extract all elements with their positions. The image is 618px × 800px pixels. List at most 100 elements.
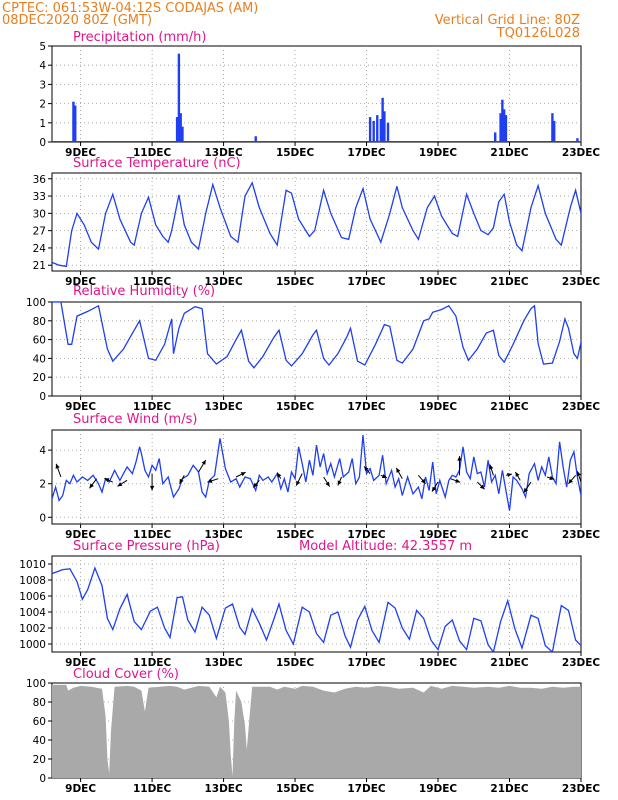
wind-arrow-head xyxy=(55,463,60,469)
pressure-ytick-label: 1008 xyxy=(19,575,46,587)
pressure-xtick-label: 21DEC xyxy=(490,657,529,669)
wind-frame xyxy=(51,429,582,525)
precip-ytick-label: 1 xyxy=(39,118,46,130)
precip-ytick-label: 2 xyxy=(39,99,46,111)
wind-arrow-head xyxy=(201,460,206,465)
cloud-xtick-label: 19DEC xyxy=(419,783,458,795)
precip-bar xyxy=(368,117,372,142)
temp-xtick-label: 15DEC xyxy=(276,276,315,288)
wind-xtick-label: 13DEC xyxy=(204,529,243,541)
pressure-xtick-label: 11DEC xyxy=(133,657,172,669)
temp-ytick-label: 30 xyxy=(33,208,46,220)
wind-xtick-label: 15DEC xyxy=(276,529,315,541)
precip-bar xyxy=(499,113,502,142)
precip-xtick-label: 15DEC xyxy=(276,147,315,159)
temp-panel: 9DEC 11DEC 13DEC 15DEC 17DEC 19DEC 21DEC 23DEC 2… xyxy=(33,156,601,288)
wind-arrow-head xyxy=(489,464,494,470)
wind-arrow-head xyxy=(479,484,485,490)
wind-arrow-head xyxy=(149,485,155,491)
precip-bar xyxy=(376,115,379,142)
cloud-title: Cloud Cover (%) xyxy=(73,667,179,682)
cloud-ytick-label: 60 xyxy=(33,716,46,728)
precip-xtick-label: 19DEC xyxy=(419,147,458,159)
rh-panel: 9DEC 11DEC 13DEC 15DEC 17DEC 19DEC 21DEC 23DEC 0… xyxy=(26,284,600,413)
wind-arrow xyxy=(576,471,582,483)
temp-xtick-label: 13DEC xyxy=(204,276,243,288)
temp-xtick-label: 21DEC xyxy=(490,276,529,288)
wind-arrow-head xyxy=(396,467,401,473)
wind-arrow-head xyxy=(515,472,520,477)
cloud-ytick-label: 0 xyxy=(39,773,46,785)
wind-arrow xyxy=(179,475,185,484)
cloud-xtick-label: 17DEC xyxy=(347,783,386,795)
wind-arrow-head xyxy=(337,480,342,486)
wind-xtick-label: 19DEC xyxy=(419,529,458,541)
pressure-xtick-label: 19DEC xyxy=(419,657,458,669)
precip-xtick-label: 23DEC xyxy=(562,147,601,159)
wind-arrow xyxy=(457,456,462,476)
wind-arrow-head xyxy=(457,456,462,461)
pressure-ytick-label: 1010 xyxy=(19,559,46,571)
wind-arrow xyxy=(252,480,260,488)
precip-bar xyxy=(181,126,184,142)
rh-xtick-label: 9DEC xyxy=(65,401,96,413)
wind-arrow-head xyxy=(117,482,123,487)
wind-xtick-label: 23DEC xyxy=(562,529,601,541)
cloud-xtick-label: 21DEC xyxy=(490,783,529,795)
wind-arrow-head xyxy=(277,472,282,478)
precip-bar xyxy=(386,122,390,142)
wind-ytick-label: 2 xyxy=(39,479,46,491)
header-grid-line: Vertical Grid Line: 80Z xyxy=(435,13,580,28)
temp-title: Surface Temperature (nC) xyxy=(73,156,241,171)
precip-bar xyxy=(179,113,182,142)
wind-arrow xyxy=(417,474,426,485)
wind-arrow-head xyxy=(179,478,184,484)
temp-xtick-label: 19DEC xyxy=(419,276,458,288)
precip-bar xyxy=(494,132,497,142)
wind-arrow xyxy=(546,475,555,480)
wind-arrow xyxy=(117,479,128,487)
temp-series-line xyxy=(52,181,581,268)
cloud-ytick-label: 20 xyxy=(33,754,46,766)
header-date: 08DEC2020 80Z (GMT) xyxy=(2,13,152,28)
pressure-xtick-label: 23DEC xyxy=(562,657,601,669)
wind-arrow-head xyxy=(381,474,387,479)
wind-arrow xyxy=(380,474,388,479)
wind-xtick-label: 21DEC xyxy=(490,529,529,541)
rh-ytick-label: 40 xyxy=(33,353,46,365)
wind-arrow xyxy=(295,473,303,486)
rh-xtick-label: 17DEC xyxy=(347,401,386,413)
precip-bar xyxy=(72,101,75,142)
rh-title: Relative Humidity (%) xyxy=(73,284,215,299)
header-model-code: TQ0126L028 xyxy=(496,26,580,41)
wind-arrow xyxy=(363,466,371,474)
precip-ytick-label: 3 xyxy=(39,79,46,91)
rh-ytick-label: 60 xyxy=(33,335,46,347)
wind-arrow xyxy=(89,478,98,489)
temp-ytick-label: 27 xyxy=(33,226,46,238)
precip-panel: 9DEC 11DEC 13DEC 15DEC 17DEC 19DEC 21DEC 23DEC 0… xyxy=(39,30,600,159)
precip-bar xyxy=(383,111,386,142)
temp-xtick-label: 11DEC xyxy=(133,276,172,288)
wind-arrow xyxy=(476,481,485,490)
cloud-ytick-label: 80 xyxy=(33,697,46,709)
pressure-xtick-label: 15DEC xyxy=(276,657,315,669)
wind-arrow xyxy=(523,481,532,494)
cloud-xtick-label: 15DEC xyxy=(276,783,315,795)
precip-bar xyxy=(175,117,179,142)
wind-title: Surface Wind (m/s) xyxy=(73,412,197,427)
wind-arrow-head xyxy=(364,466,369,472)
temp-ytick-label: 36 xyxy=(33,174,47,186)
precip-bar xyxy=(379,118,383,142)
pressure-title: Surface Pressure (hPa) xyxy=(73,539,220,554)
precip-ytick-label: 5 xyxy=(39,41,46,53)
cloud-area xyxy=(52,684,581,778)
pressure-ytick-label: 1002 xyxy=(19,623,46,635)
pressure-xtick-label: 13DEC xyxy=(204,657,243,669)
wind-arrow-head xyxy=(568,478,573,484)
rh-xtick-label: 11DEC xyxy=(133,401,172,413)
cloud-ytick-label: 100 xyxy=(26,678,46,690)
wind-ytick-label: 0 xyxy=(39,512,46,524)
precip-title: Precipitation (mm/h) xyxy=(73,30,206,45)
